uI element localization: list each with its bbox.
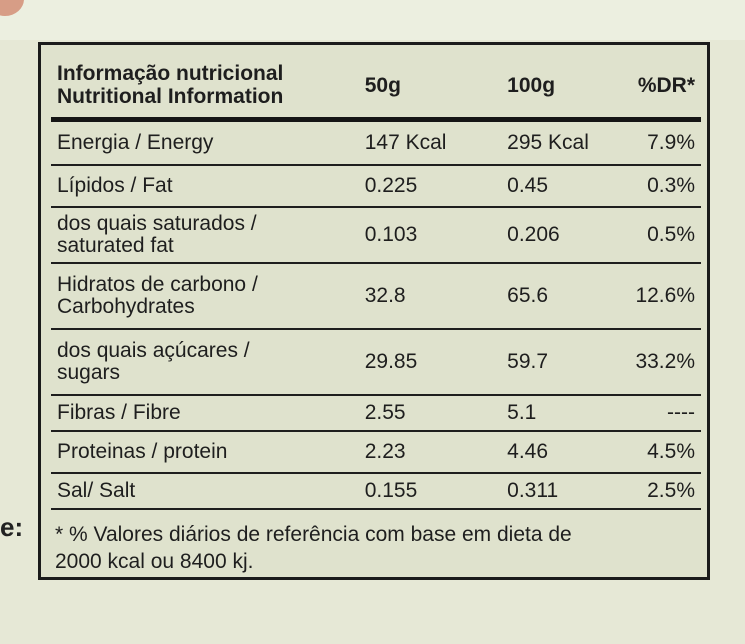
- nutrition-table: Informação nutricional Nutritional Infor…: [51, 53, 701, 510]
- row-name: Fibras / Fibre: [51, 395, 359, 432]
- value-100g: 4.46: [501, 431, 630, 474]
- row-name: Lípidos / Fat: [51, 165, 359, 208]
- value-50g: 32.8: [358, 263, 502, 330]
- row-name-line: Energia / Energy: [57, 131, 214, 154]
- row-name-line: Carbohydrates: [57, 295, 195, 318]
- header-title: Informação nutricional Nutritional Infor…: [51, 53, 359, 122]
- value-50g: 0.155: [358, 473, 502, 510]
- row-name: dos quais saturados / saturated fat: [51, 207, 359, 264]
- value-100g: 65.6: [501, 263, 630, 330]
- value-dr: ----: [629, 395, 701, 432]
- row-name-line: dos quais açúcares /: [57, 339, 250, 362]
- table-row: Energia / Energy 147 Kcal 295 Kcal 7.9%: [51, 119, 701, 166]
- row-name: Energia / Energy: [51, 119, 359, 166]
- table-header-row: Informação nutricional Nutritional Infor…: [51, 53, 701, 122]
- row-name-line: Proteinas / protein: [57, 440, 228, 463]
- value-dr: 2.5%: [629, 473, 701, 510]
- row-name-line: Hidratos de carbono /: [57, 273, 258, 296]
- value-dr: 4.5%: [629, 431, 701, 474]
- table-row: dos quais saturados / saturated fat 0.10…: [51, 207, 701, 264]
- value-100g: 5.1: [501, 395, 630, 432]
- table-row: Proteinas / protein 2.23 4.46 4.5%: [51, 431, 701, 474]
- value-50g: 0.103: [358, 207, 502, 264]
- value-dr: 7.9%: [629, 119, 701, 166]
- row-name: Proteinas / protein: [51, 431, 359, 474]
- header-title-pt: Informação nutricional: [57, 62, 284, 85]
- value-50g: 2.23: [358, 431, 502, 474]
- footnote-line: 2000 kcal ou 8400 kj.: [55, 550, 254, 573]
- header-50g: 50g: [358, 53, 502, 122]
- nutrition-label: Informação nutricional Nutritional Infor…: [38, 42, 710, 580]
- row-name: Sal/ Salt: [51, 473, 359, 510]
- header-title-en: Nutritional Information: [57, 85, 284, 108]
- table-row: Sal/ Salt 0.155 0.311 2.5%: [51, 473, 701, 510]
- background-strip: [0, 0, 745, 40]
- value-50g: 2.55: [358, 395, 502, 432]
- value-dr: 33.2%: [629, 329, 701, 396]
- row-name: Hidratos de carbono / Carbohydrates: [51, 263, 359, 330]
- table-row: Hidratos de carbono / Carbohydrates 32.8…: [51, 263, 701, 330]
- row-name-line: Lípidos / Fat: [57, 174, 173, 197]
- value-dr: 0.5%: [629, 207, 701, 264]
- value-100g: 0.45: [501, 165, 630, 208]
- table-row: Lípidos / Fat 0.225 0.45 0.3%: [51, 165, 701, 208]
- value-50g: 29.85: [358, 329, 502, 396]
- table-row: dos quais açúcares / sugars 29.85 59.7 3…: [51, 329, 701, 396]
- row-name-line: dos quais saturados /: [57, 212, 257, 235]
- table-row: Fibras / Fibre 2.55 5.1 ----: [51, 395, 701, 432]
- value-100g: 295 Kcal: [501, 119, 630, 166]
- row-name-line: Sal/ Salt: [57, 479, 136, 502]
- row-name-line: saturated fat: [57, 234, 174, 257]
- side-cropped-text: e:: [0, 512, 24, 542]
- value-100g: 59.7: [501, 329, 630, 396]
- header-100g: 100g: [501, 53, 630, 122]
- footnote-line: * % Valores diários de referência com ba…: [55, 523, 572, 546]
- value-50g: 0.225: [358, 165, 502, 208]
- value-100g: 0.311: [501, 473, 630, 510]
- row-name-line: sugars: [57, 361, 121, 384]
- value-50g: 147 Kcal: [358, 119, 502, 166]
- header-dr: %DR*: [629, 53, 701, 122]
- value-dr: 12.6%: [629, 263, 701, 330]
- row-name: dos quais açúcares / sugars: [51, 329, 359, 396]
- value-100g: 0.206: [501, 207, 630, 264]
- row-name-line: Fibras / Fibre: [57, 401, 181, 424]
- footnote: * % Valores diários de referência com ba…: [55, 521, 695, 575]
- value-dr: 0.3%: [629, 165, 701, 208]
